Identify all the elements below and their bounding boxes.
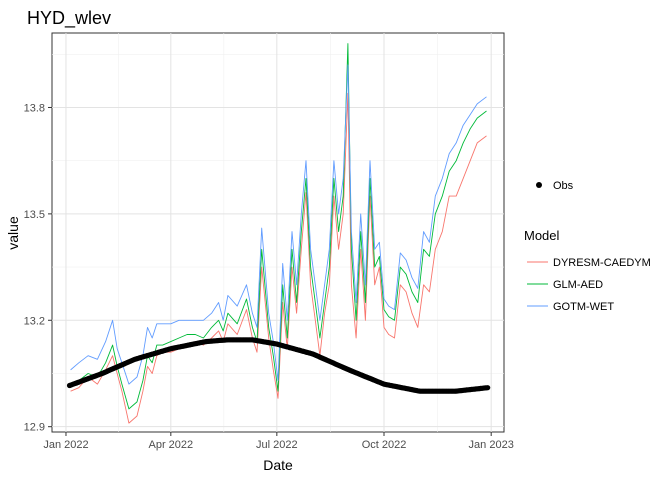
x-tick-label: Apr 2022 xyxy=(148,439,193,451)
y-axis-label: value xyxy=(5,216,21,250)
y-tick-label: 13.2 xyxy=(24,315,45,327)
legend-obs-label: Obs xyxy=(553,180,574,192)
x-tick-label: Jul 2022 xyxy=(256,439,298,451)
legend-title: Model xyxy=(524,228,560,243)
legend-obs-key xyxy=(536,182,542,188)
y-tick-label: 12.9 xyxy=(24,422,45,434)
legend-label-dyresm-caedym: DYRESM-CAEDYM xyxy=(553,257,651,269)
x-tick-label: Oct 2022 xyxy=(362,439,407,451)
legend: Obs Model DYRESM-CAEDYM GLM-AED GOTM-WET xyxy=(524,180,651,313)
plot-panel xyxy=(51,32,505,433)
y-tick-label: 13.5 xyxy=(24,209,45,221)
legend-label-glm-aed: GLM-AED xyxy=(553,279,603,291)
x-tick-label: Jan 2022 xyxy=(43,439,88,451)
obs-point xyxy=(485,385,491,391)
chart-title: HYD_wlev xyxy=(27,8,111,29)
panel-border xyxy=(51,32,505,433)
y-tick-label: 13.8 xyxy=(24,102,45,114)
series-line-glm-aed xyxy=(70,43,487,410)
x-axis: Jan 2022 Apr 2022 Jul 2022 Oct 2022 Jan 2023 xyxy=(43,432,514,451)
x-axis-label: Date xyxy=(263,457,293,473)
series-line-dyresm-caedym xyxy=(70,92,487,424)
y-axis: 12.9 13.2 13.5 13.8 xyxy=(24,102,52,434)
legend-label-gotm-wet: GOTM-WET xyxy=(553,301,614,313)
series-line-gotm-wet xyxy=(70,64,487,385)
x-tick-label: Jan 2023 xyxy=(469,439,514,451)
